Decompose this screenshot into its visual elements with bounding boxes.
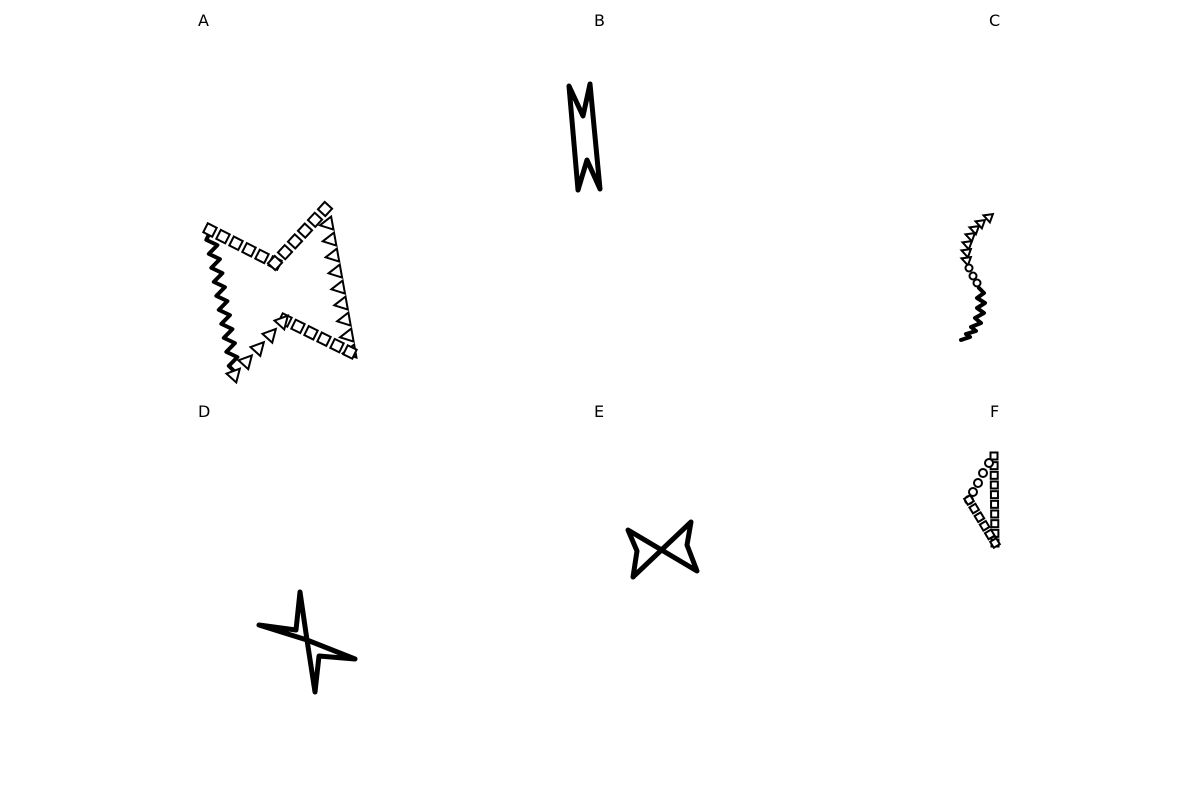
triangle-marker [272,314,290,332]
panel-label-c: C [989,11,1000,30]
panel-a-zigzag-edge [204,230,240,374]
square-marker [968,502,981,515]
square-marker [341,343,359,361]
triangle-marker [967,224,981,237]
square-marker [315,331,333,348]
triangle-marker [332,294,350,311]
panel-label-b: B [594,11,605,30]
square-marker [973,511,986,524]
square-marker [240,241,258,258]
square-marker [983,528,996,541]
square-marker [990,499,1000,509]
triangle-marker [329,278,347,295]
triangle-marker [248,340,266,358]
square-marker [990,509,1000,519]
triangle-marker [326,262,344,279]
circle-marker [968,487,978,497]
panel-label-d: D [198,402,210,421]
triangle-marker [960,239,974,252]
triangle-marker [236,353,254,372]
square-marker [266,254,284,272]
panel-f-shape [962,451,1002,550]
circle-marker [973,478,983,488]
panel-b-shape [566,81,603,193]
square-marker [990,519,1000,529]
circle-marker [984,458,994,468]
triangle-marker [335,310,353,327]
panel-a-shape [201,200,359,385]
circle-marker [964,263,974,273]
panel-c-zigzag-segment [959,286,987,342]
panel-label-a: A [198,11,209,30]
panel-label-f: F [990,402,999,421]
triangle-marker [260,327,278,345]
panel-a-marker-edges [201,200,359,385]
triangle-marker [337,326,355,343]
square-marker [214,228,232,245]
panel-label-e: E [594,402,604,421]
circle-marker [972,278,982,288]
circle-marker [978,468,988,478]
square-marker [253,248,271,265]
square-marker [316,200,334,218]
square-marker [989,470,999,480]
panel-e-shape [625,519,700,580]
square-marker [328,337,346,354]
triangle-marker [320,230,338,247]
triangle-marker [224,367,242,385]
square-marker [302,324,320,341]
triangle-marker [959,255,973,268]
triangle-marker [959,247,973,260]
square-marker [276,243,294,261]
panel-d-shape [256,589,358,695]
triangle-marker [323,246,341,263]
square-marker [989,480,999,490]
triangle-marker [981,212,995,225]
square-marker [201,221,219,239]
square-marker [306,211,324,229]
square-marker [989,490,999,500]
square-marker [988,536,1002,550]
square-marker [286,232,304,250]
triangle-marker [973,218,987,231]
triangle-marker [963,231,977,244]
square-marker [289,318,307,335]
panel-c-marker-segment [959,212,995,288]
square-marker [989,451,999,461]
square-marker [296,222,314,240]
square-marker [978,519,991,532]
panel-c-curve [959,212,995,342]
circle-marker [968,271,978,281]
triangle-marker [317,214,335,231]
square-marker [962,493,976,507]
square-marker [227,235,245,252]
